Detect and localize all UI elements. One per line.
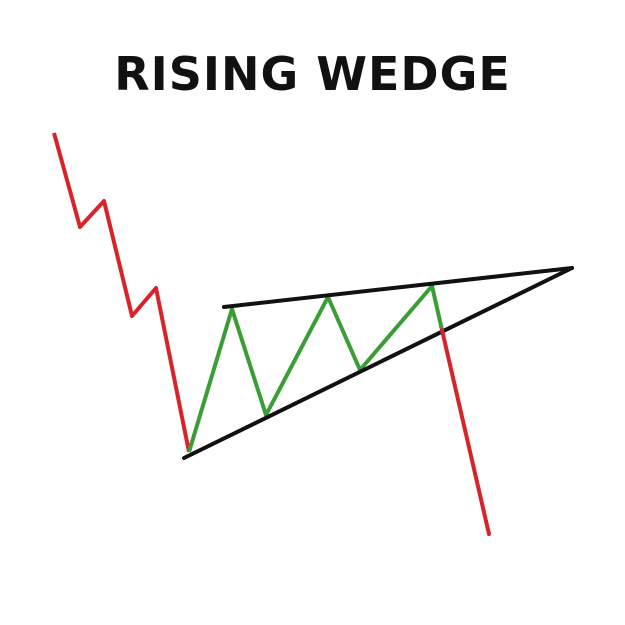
lower-trendline: [182, 266, 574, 460]
breakdown-line: [440, 328, 491, 536]
diagram-title: RISING WEDGE: [114, 47, 511, 101]
prior-downtrend-line: [52, 132, 191, 453]
wedge-price-swings: [187, 284, 444, 453]
upper-trendline: [222, 266, 574, 309]
